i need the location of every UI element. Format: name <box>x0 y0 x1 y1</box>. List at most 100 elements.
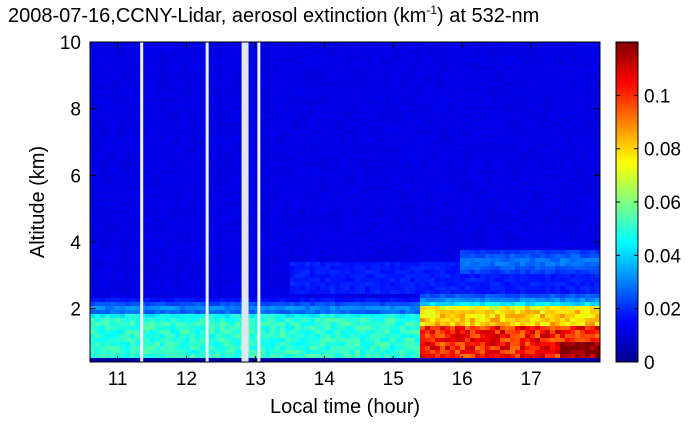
heatmap-cell <box>310 114 316 119</box>
heatmap-cell <box>320 326 326 331</box>
heatmap-cell <box>125 318 131 323</box>
heatmap-cell <box>290 174 296 179</box>
heatmap-cell <box>305 118 311 123</box>
heatmap-cell <box>275 218 281 223</box>
heatmap-cell <box>315 106 321 111</box>
heatmap-cell <box>335 90 341 95</box>
heatmap-cell <box>380 186 386 191</box>
heatmap-cell <box>275 334 281 339</box>
heatmap-cell <box>385 198 391 203</box>
heatmap-cell <box>385 326 391 331</box>
heatmap-cell <box>210 186 216 191</box>
heatmap-cell <box>215 178 221 183</box>
heatmap-cell <box>110 238 116 243</box>
heatmap-cell <box>130 186 136 191</box>
heatmap-cell <box>375 162 381 167</box>
heatmap-cell <box>175 102 181 107</box>
heatmap-cell <box>120 138 126 143</box>
heatmap-cell <box>340 86 346 91</box>
heatmap-cell <box>305 310 311 315</box>
heatmap-cell <box>105 310 111 315</box>
heatmap-cell <box>145 322 151 327</box>
heatmap-cell <box>275 114 281 119</box>
heatmap-cell <box>165 346 171 351</box>
heatmap-cell <box>160 146 166 151</box>
heatmap-cell <box>200 306 206 311</box>
heatmap-cell <box>315 270 321 275</box>
heatmap-cell <box>185 134 191 139</box>
heatmap-cell <box>260 274 266 279</box>
heatmap-cell <box>290 106 296 111</box>
heatmap-cell <box>265 134 271 139</box>
heatmap-cell <box>155 294 161 299</box>
heatmap-cell <box>160 226 166 231</box>
heatmap-cell <box>285 358 291 363</box>
heatmap-cell <box>95 138 101 143</box>
heatmap-cell <box>180 318 186 323</box>
heatmap-cell <box>95 354 101 359</box>
heatmap-cell <box>150 58 156 63</box>
heatmap-cell <box>350 74 356 79</box>
heatmap-cell <box>220 114 226 119</box>
heatmap-cell <box>135 246 141 251</box>
heatmap-cell <box>180 122 186 127</box>
heatmap-cell <box>195 62 201 67</box>
heatmap-cell <box>330 222 336 227</box>
heatmap-cell <box>335 338 341 343</box>
heatmap-cell <box>315 166 321 171</box>
heatmap-cell <box>380 262 386 267</box>
heatmap-cell <box>335 162 341 167</box>
heatmap-cell <box>375 286 381 291</box>
heatmap-cell <box>305 174 311 179</box>
heatmap-cell <box>220 354 226 359</box>
heatmap-cell <box>200 198 206 203</box>
heatmap-cell <box>150 294 156 299</box>
heatmap-cell <box>125 138 131 143</box>
heatmap-cell <box>230 214 236 219</box>
heatmap-cell <box>90 262 96 267</box>
heatmap-cell <box>120 198 126 203</box>
heatmap-cell <box>285 330 291 335</box>
heatmap-cell <box>90 66 96 71</box>
heatmap-cell <box>380 114 386 119</box>
heatmap-cell <box>325 146 331 151</box>
heatmap-cell <box>360 190 366 195</box>
heatmap-cell <box>190 234 196 239</box>
heatmap-cell <box>195 266 201 271</box>
heatmap-cell <box>320 238 326 243</box>
heatmap-cell <box>185 322 191 327</box>
heatmap-cell <box>380 350 386 355</box>
heatmap-cell <box>390 266 396 271</box>
heatmap-cell <box>120 162 126 167</box>
heatmap-cell <box>305 206 311 211</box>
heatmap-cell <box>235 82 241 87</box>
heatmap-cell <box>105 322 111 327</box>
heatmap-cell <box>275 86 281 91</box>
heatmap-cell <box>265 326 271 331</box>
heatmap-cell <box>215 310 221 315</box>
heatmap-cell <box>130 42 136 47</box>
heatmap-cell <box>225 58 231 63</box>
heatmap-cell <box>150 102 156 107</box>
heatmap-cell <box>180 218 186 223</box>
heatmap-cell <box>310 230 316 235</box>
heatmap-cell <box>195 338 201 343</box>
heatmap-cell <box>175 290 181 295</box>
heatmap-cell <box>330 142 336 147</box>
heatmap-cell <box>145 94 151 99</box>
heatmap-cell <box>265 322 271 327</box>
heatmap-cell <box>265 250 271 255</box>
heatmap-cell <box>265 154 271 159</box>
heatmap-cell <box>330 94 336 99</box>
heatmap-cell <box>95 206 101 211</box>
heatmap-cell <box>160 294 166 299</box>
heatmap-cell <box>290 74 296 79</box>
heatmap-cell <box>125 118 131 123</box>
heatmap-cell <box>315 146 321 151</box>
heatmap-cell <box>195 86 201 91</box>
heatmap-cell <box>350 90 356 95</box>
heatmap-cell <box>170 198 176 203</box>
heatmap-cell <box>210 134 216 139</box>
heatmap-cell <box>280 202 286 207</box>
heatmap-cell <box>115 134 121 139</box>
